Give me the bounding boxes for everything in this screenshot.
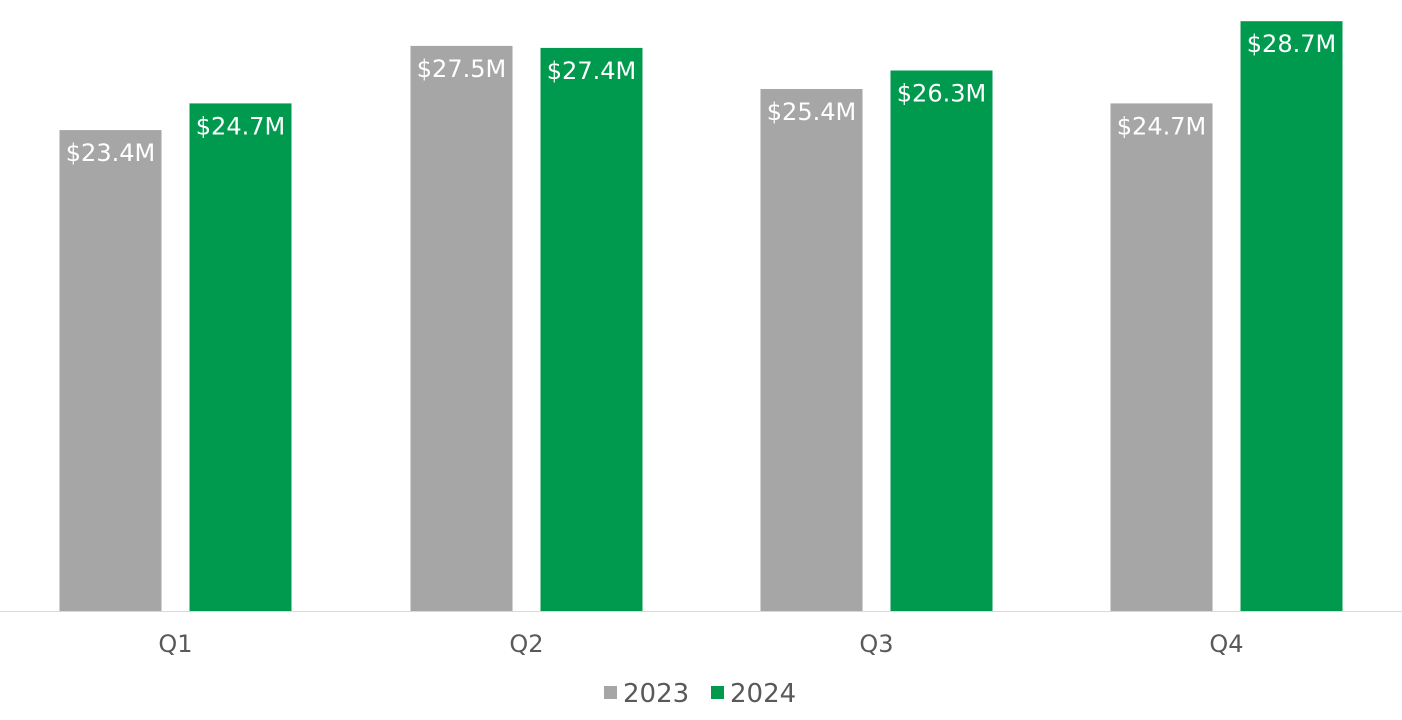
- x-tick-label-q1: Q1: [158, 630, 192, 658]
- legend-label-2024: 2024: [730, 679, 796, 709]
- legend-swatch-2023: [604, 686, 617, 699]
- legend-label-2023: 2023: [623, 679, 689, 709]
- bar-2024-q1: [190, 103, 292, 611]
- legend: 2023 2024: [604, 679, 796, 709]
- x-tick-label-q3: Q3: [859, 630, 893, 658]
- data-label-2023-q1: $23.4M: [66, 139, 155, 167]
- x-tick-label-q4: Q4: [1209, 630, 1243, 658]
- bar-2024-q2: [541, 48, 643, 611]
- x-tick-label-q2: Q2: [509, 630, 543, 658]
- data-label-2024-q3: $26.3M: [897, 80, 986, 108]
- bar-2023-q1: [60, 130, 162, 611]
- bar-2023-q2: [411, 46, 513, 611]
- x-tick-labels-group: Q1 Q2 Q3 Q4: [158, 630, 1243, 658]
- data-label-2024-q1: $24.7M: [196, 112, 285, 140]
- bar-2023-q4: [1111, 103, 1213, 611]
- bars-group: [60, 21, 1343, 611]
- legend-swatch-2024: [711, 686, 724, 699]
- bar-2023-q3: [761, 89, 863, 611]
- data-label-2023-q3: $25.4M: [767, 98, 856, 126]
- bar-2024-q3: [891, 71, 993, 612]
- bar-2024-q4: [1241, 21, 1343, 611]
- legend-item-2024: 2024: [711, 679, 796, 709]
- data-label-2024-q4: $28.7M: [1247, 30, 1336, 58]
- data-label-2023-q2: $27.5M: [417, 55, 506, 83]
- data-label-2023-q4: $24.7M: [1117, 112, 1206, 140]
- legend-item-2023: 2023: [604, 679, 689, 709]
- data-label-2024-q2: $27.4M: [547, 57, 636, 85]
